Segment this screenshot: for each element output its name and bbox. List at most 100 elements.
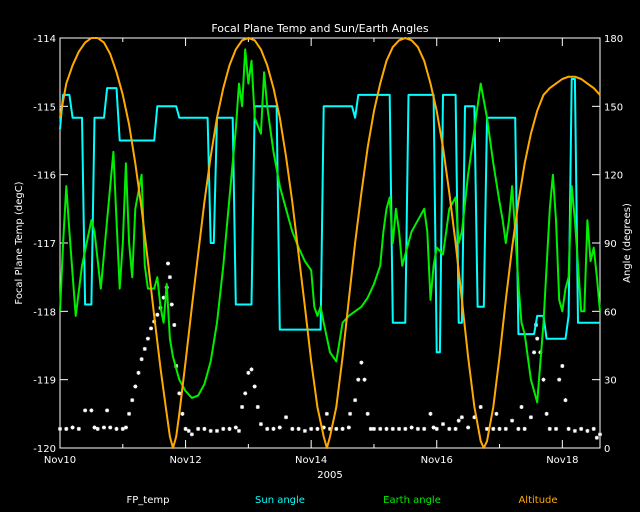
fp-temp-point bbox=[177, 391, 182, 396]
fp-temp-point bbox=[328, 426, 332, 431]
altitude-line bbox=[59, 37, 601, 449]
fp-temp-point bbox=[233, 425, 238, 430]
fp-temp-point bbox=[149, 326, 154, 331]
fp-temp-point bbox=[202, 426, 207, 431]
legend-fp-temp: FP_temp bbox=[127, 495, 170, 506]
right-tick-label: 90 bbox=[604, 239, 617, 250]
fp-temp-point bbox=[123, 425, 128, 430]
fp-temp-point bbox=[136, 370, 141, 375]
fp-temp-point bbox=[101, 425, 106, 430]
earth-angle-line bbox=[59, 48, 601, 404]
fp-temp-point bbox=[309, 426, 314, 431]
x-axis-ticks: Nov10 Nov12 Nov14 Nov16 Nov18 bbox=[44, 38, 578, 466]
fp-temp-point bbox=[409, 425, 414, 430]
fp-temp-point bbox=[494, 411, 499, 416]
fp-temp-point bbox=[189, 432, 194, 437]
left-tick-label: -115 bbox=[33, 102, 56, 113]
fp-temp-point bbox=[290, 426, 295, 431]
fp-temp-point bbox=[334, 426, 339, 431]
fp-temp-point bbox=[535, 336, 540, 341]
x-tick-label: Nov16 bbox=[421, 455, 453, 466]
fp-temp-point bbox=[227, 426, 232, 431]
series-layer bbox=[58, 37, 602, 449]
fp-temp-point bbox=[105, 408, 110, 413]
fp-temp-point bbox=[277, 425, 282, 430]
fp-temp-point bbox=[346, 425, 351, 430]
left-tick-label: -119 bbox=[33, 376, 56, 387]
fp-temp-point bbox=[453, 426, 458, 431]
chart-title: Focal Plane Temp and Sun/Earth Angles bbox=[211, 22, 429, 35]
fp-temp-point bbox=[422, 426, 427, 431]
fp-temp-point bbox=[516, 426, 521, 431]
fp-temp-point bbox=[397, 426, 402, 431]
fp-temp-point bbox=[428, 411, 433, 416]
fp-temp-point bbox=[510, 418, 515, 423]
fp-temp-point bbox=[491, 426, 496, 431]
fp-temp-point bbox=[598, 432, 602, 437]
fp-temp-series bbox=[58, 261, 602, 440]
fp-temp-point bbox=[441, 422, 446, 427]
x-axis-label: 2005 bbox=[317, 470, 342, 481]
fp-temp-point bbox=[390, 426, 395, 431]
fp-temp-point bbox=[142, 346, 147, 351]
fp-temp-point bbox=[255, 405, 260, 409]
fp-temp-point bbox=[368, 426, 373, 431]
fp-temp-point bbox=[114, 426, 119, 431]
fp-temp-point bbox=[472, 415, 477, 420]
fp-temp-point bbox=[296, 426, 301, 431]
legend: FP_temp Sun angle Earth angle Altitude bbox=[127, 495, 558, 506]
fp-temp-point bbox=[265, 426, 270, 431]
fp-temp-point bbox=[246, 370, 251, 375]
fp-temp-point bbox=[560, 364, 565, 368]
fp-temp-point bbox=[503, 426, 508, 431]
fp-temp-point bbox=[371, 426, 376, 431]
sun-angle-line bbox=[59, 78, 600, 354]
fp-temp-point bbox=[554, 426, 559, 431]
right-tick-label: 120 bbox=[604, 171, 623, 182]
fp-temp-point bbox=[127, 411, 132, 416]
fp-temp-point bbox=[172, 323, 177, 327]
fp-temp-point bbox=[484, 426, 489, 431]
plot-area bbox=[59, 37, 601, 449]
fp-temp-point bbox=[403, 426, 408, 431]
fp-temp-point bbox=[214, 428, 219, 433]
fp-temp-point bbox=[532, 350, 537, 355]
fp-temp-point bbox=[585, 428, 590, 433]
legend-altitude: Altitude bbox=[518, 495, 557, 506]
fp-temp-point bbox=[324, 411, 329, 416]
fp-temp-point bbox=[139, 357, 144, 362]
left-tick-label: -116 bbox=[33, 171, 56, 182]
right-axis-ticks: 0 30 60 90 120 150 180 bbox=[592, 34, 623, 455]
left-tick-label: -117 bbox=[33, 239, 56, 250]
fp-temp-point bbox=[340, 426, 345, 431]
fp-temp-point bbox=[120, 426, 125, 431]
fp-temp-point bbox=[236, 428, 241, 433]
fp-temp-point bbox=[591, 426, 596, 431]
fp-temp-point bbox=[566, 426, 571, 431]
fp-temp-point bbox=[544, 411, 549, 416]
fp-temp-point bbox=[378, 426, 383, 431]
fp-temp-point bbox=[447, 426, 452, 431]
right-tick-label: 180 bbox=[604, 34, 623, 45]
fp-temp-point bbox=[519, 405, 524, 409]
right-tick-label: 0 bbox=[604, 444, 610, 455]
fp-temp-point bbox=[180, 411, 185, 416]
fp-temp-point bbox=[186, 428, 191, 433]
fp-temp-point bbox=[133, 384, 138, 389]
fp-temp-point bbox=[434, 426, 439, 431]
fp-temp-point bbox=[459, 415, 464, 420]
fp-temp-point bbox=[70, 425, 75, 430]
fp-temp-point bbox=[528, 415, 533, 420]
fp-temp-point bbox=[497, 426, 502, 431]
right-tick-label: 150 bbox=[604, 102, 623, 113]
left-axis-label: Focal Plane Temp (degC) bbox=[14, 181, 25, 304]
fp-temp-point bbox=[89, 408, 94, 413]
legend-sun-angle: Sun angle bbox=[255, 495, 305, 506]
fp-temp-point bbox=[563, 398, 568, 403]
fp-temp-point bbox=[166, 261, 170, 266]
fp-temp-point bbox=[572, 428, 577, 433]
fp-temp-point bbox=[362, 377, 367, 382]
fp-temp-point bbox=[522, 426, 527, 431]
fp-temp-point bbox=[579, 426, 584, 431]
